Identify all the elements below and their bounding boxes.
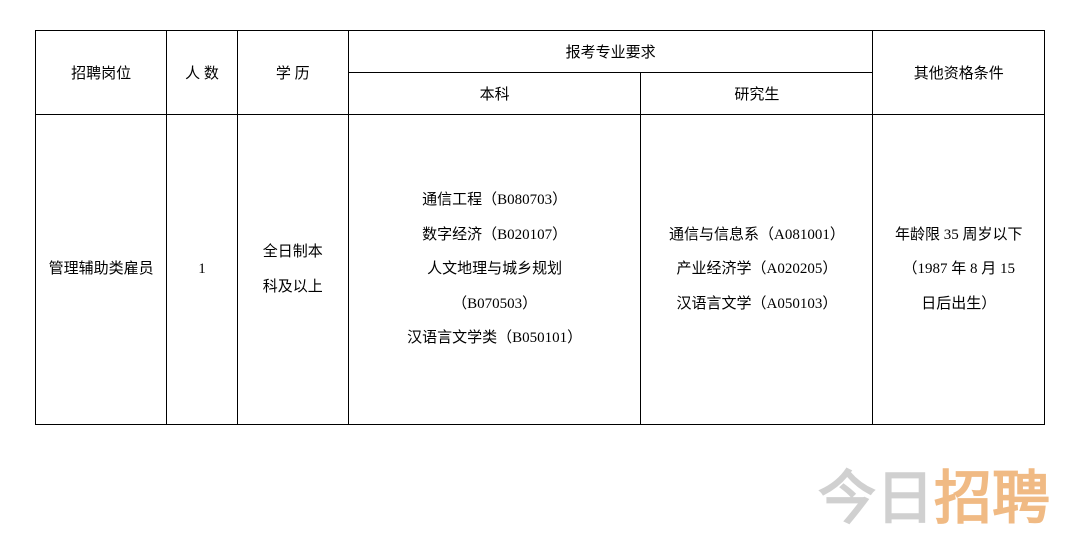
cell-undergrad: 通信工程（B080703） 数字经济（B020107） 人文地理与城乡规划 （B… bbox=[348, 115, 641, 425]
other-line: 年龄限 35 周岁以下 bbox=[879, 218, 1038, 253]
header-graduate: 研究生 bbox=[641, 73, 873, 115]
table-data-row: 管理辅助类雇员 1 全日制本 科及以上 通信工程（B080703） 数字经济（B… bbox=[36, 115, 1045, 425]
header-undergrad: 本科 bbox=[348, 73, 641, 115]
cell-other: 年龄限 35 周岁以下 （1987 年 8 月 15 日后出生） bbox=[873, 115, 1045, 425]
other-line: 日后出生） bbox=[879, 287, 1038, 322]
watermark: 今日招聘 bbox=[818, 451, 1050, 535]
education-line: 全日制本 bbox=[244, 235, 342, 270]
header-major-req: 报考专业要求 bbox=[348, 31, 873, 73]
watermark-orange: 招聘 bbox=[934, 466, 1050, 531]
header-position: 招聘岗位 bbox=[36, 31, 167, 115]
header-count: 人 数 bbox=[167, 31, 238, 115]
cell-graduate: 通信与信息系（A081001） 产业经济学（A020205） 汉语言文学（A05… bbox=[641, 115, 873, 425]
cell-position: 管理辅助类雇员 bbox=[36, 115, 167, 425]
education-line: 科及以上 bbox=[244, 270, 342, 305]
header-other-req: 其他资格条件 bbox=[873, 31, 1045, 115]
header-education: 学 历 bbox=[237, 31, 348, 115]
other-line: （1987 年 8 月 15 bbox=[879, 252, 1038, 287]
table-header-row-1: 招聘岗位 人 数 学 历 报考专业要求 其他资格条件 bbox=[36, 31, 1045, 73]
graduate-line: 产业经济学（A020205） bbox=[647, 252, 866, 287]
undergrad-line: 通信工程（B080703） bbox=[355, 183, 635, 218]
undergrad-line: 人文地理与城乡规划 bbox=[355, 252, 635, 287]
cell-education: 全日制本 科及以上 bbox=[237, 115, 348, 425]
watermark-gray: 今日 bbox=[818, 466, 934, 531]
cell-count: 1 bbox=[167, 115, 238, 425]
undergrad-line: 汉语言文学类（B050101） bbox=[355, 321, 635, 356]
graduate-line: 通信与信息系（A081001） bbox=[647, 218, 866, 253]
undergrad-line: （B070503） bbox=[355, 287, 635, 322]
graduate-line: 汉语言文学（A050103） bbox=[647, 287, 866, 322]
undergrad-line: 数字经济（B020107） bbox=[355, 218, 635, 253]
recruitment-table: 招聘岗位 人 数 学 历 报考专业要求 其他资格条件 本科 研究生 管理辅助类雇… bbox=[35, 30, 1045, 425]
